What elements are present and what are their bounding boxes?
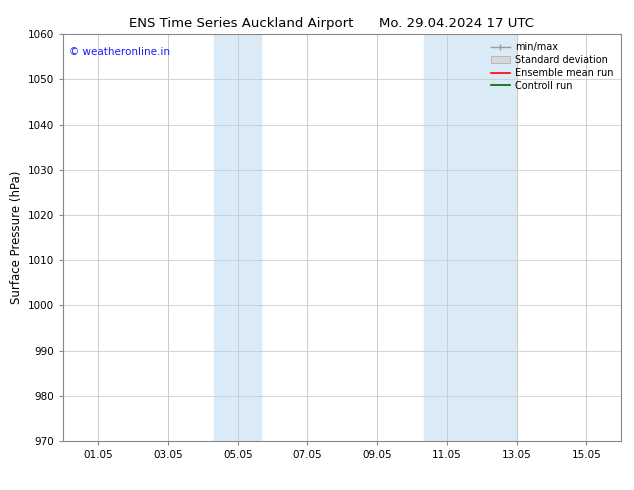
Text: Mo. 29.04.2024 17 UTC: Mo. 29.04.2024 17 UTC — [379, 17, 534, 30]
Text: ENS Time Series Auckland Airport: ENS Time Series Auckland Airport — [129, 17, 353, 30]
Text: © weatheronline.in: © weatheronline.in — [69, 47, 170, 56]
Bar — [424, 34, 517, 441]
Legend: min/max, Standard deviation, Ensemble mean run, Controll run: min/max, Standard deviation, Ensemble me… — [488, 39, 616, 94]
Bar — [214, 34, 261, 441]
Y-axis label: Surface Pressure (hPa): Surface Pressure (hPa) — [10, 171, 23, 304]
